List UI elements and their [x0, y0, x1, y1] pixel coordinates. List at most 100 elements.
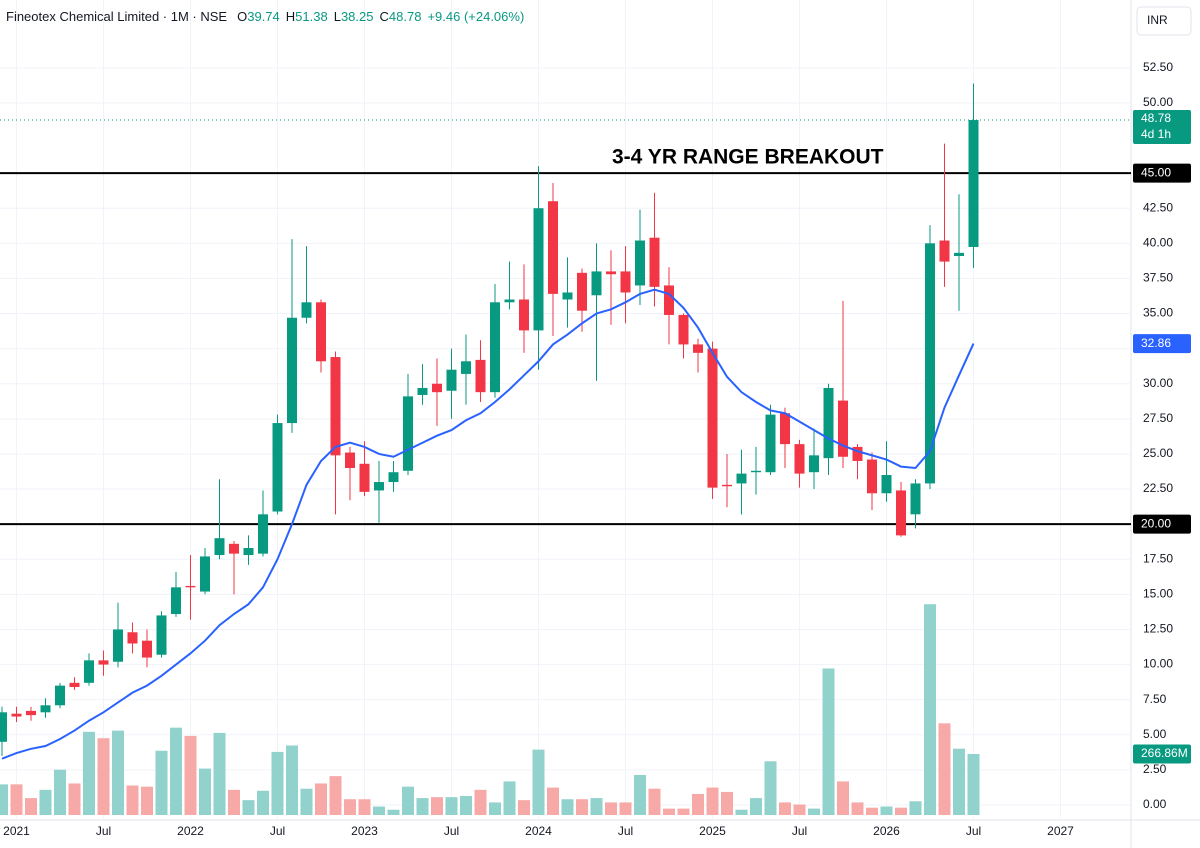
volume-bar [619, 802, 632, 815]
candle-body [98, 660, 109, 665]
candle-body [142, 640, 152, 658]
volume-bar [750, 798, 762, 815]
candle-body [287, 317, 297, 424]
ma-last-label: 32.86 [1141, 336, 1171, 350]
candle-body [374, 482, 384, 491]
volume-bar [590, 798, 603, 815]
candle-body [345, 452, 355, 468]
y-tick-label: 25.00 [1143, 446, 1173, 460]
candle-body [939, 240, 950, 262]
candle-body [330, 357, 341, 456]
legend-key: O [237, 9, 247, 24]
x-tick-label: Jul [96, 824, 111, 838]
last-price-label: 4d 1h [1141, 127, 1171, 141]
candle-body [40, 705, 51, 713]
volume-bar [257, 790, 269, 815]
candle-body [519, 299, 529, 331]
candle-body [780, 413, 790, 445]
volume-bar [68, 783, 81, 815]
volume-bar [576, 799, 588, 815]
candle-body [910, 483, 921, 515]
hline-label-box [1133, 163, 1191, 183]
last-price-label: 48.78 [1141, 111, 1171, 125]
candle-body [316, 302, 326, 362]
volume-bar [764, 761, 777, 815]
candle-body [548, 201, 558, 294]
candle-body [243, 548, 254, 556]
candle-body [794, 444, 805, 474]
x-tick-label: Jul [444, 824, 459, 838]
candle-body [475, 359, 486, 393]
hline-label: 20.00 [1141, 516, 1171, 530]
candle-body [809, 455, 819, 473]
x-tick-label: 2023 [351, 824, 378, 838]
candle-body [823, 387, 834, 459]
candle-body [649, 237, 660, 287]
candle-body [968, 120, 979, 247]
y-tick-label: 42.50 [1143, 200, 1173, 214]
volume-bar [793, 804, 806, 815]
y-tick-label: 17.50 [1143, 551, 1173, 565]
candle-body [258, 514, 268, 554]
candle-body [562, 292, 573, 300]
volume-bar [184, 735, 197, 815]
y-tick-label: 22.50 [1143, 481, 1173, 495]
y-tick-label: 35.00 [1143, 306, 1173, 320]
volume-bar [54, 769, 66, 815]
volume-bar [416, 798, 429, 815]
y-tick-label: 0.00 [1143, 797, 1167, 811]
volume-bar [228, 789, 240, 815]
volume-bar [126, 785, 139, 815]
volume-bar [909, 801, 922, 815]
y-tick-label: 2.50 [1143, 762, 1167, 776]
volume-bar [344, 799, 356, 815]
candle-body [69, 682, 80, 688]
candle-body [678, 314, 689, 345]
grid [0, 0, 1131, 820]
candle-body [925, 243, 935, 484]
y-tick-label: 27.50 [1143, 411, 1173, 425]
candle-body [461, 361, 471, 374]
candle-body [417, 387, 428, 395]
candle-body [896, 490, 906, 536]
separator: · [189, 9, 201, 24]
candle-body [200, 556, 210, 592]
candle-body [533, 208, 544, 331]
volume-bar [474, 789, 487, 815]
volume-bar [199, 768, 211, 815]
candle-body [388, 472, 399, 483]
volume-bar [561, 799, 574, 815]
volume-bar [0, 784, 8, 815]
volume-bar [387, 809, 400, 815]
candle-body [84, 660, 94, 683]
x-tick-label: 2027 [1047, 824, 1074, 838]
candle-body [693, 344, 703, 353]
volume-bar [692, 793, 704, 815]
legend-key: C [380, 9, 389, 24]
plot [0, 83, 1131, 760]
volume-bar [97, 738, 110, 815]
candle-body [403, 396, 413, 471]
volume-bar [112, 730, 124, 815]
volume-bar [83, 731, 95, 815]
candle-body [751, 470, 761, 473]
y-tick-label: 7.50 [1143, 692, 1167, 706]
volume-bar [808, 808, 820, 815]
volume-bar [706, 787, 719, 815]
candle-body [127, 632, 138, 644]
y-tick-label: 12.50 [1143, 622, 1173, 636]
symbol: Fineotex Chemical Limited [6, 9, 159, 24]
volume-bar [25, 798, 37, 815]
volume-bar [315, 783, 327, 815]
volume-bar [460, 796, 472, 815]
x-tick-label: Jul [618, 824, 633, 838]
candle-body [432, 383, 442, 393]
legend-key: L [334, 9, 341, 24]
y-tick-label: 50.00 [1143, 95, 1173, 109]
legend-change: +9.46 (+24.06%) [427, 9, 524, 24]
annotation: 3-4 YR RANGE BREAKOUT [612, 146, 884, 169]
volume-bar [503, 781, 516, 815]
legend: Fineotex Chemical Limited · 1M · NSE O39.… [6, 9, 524, 24]
